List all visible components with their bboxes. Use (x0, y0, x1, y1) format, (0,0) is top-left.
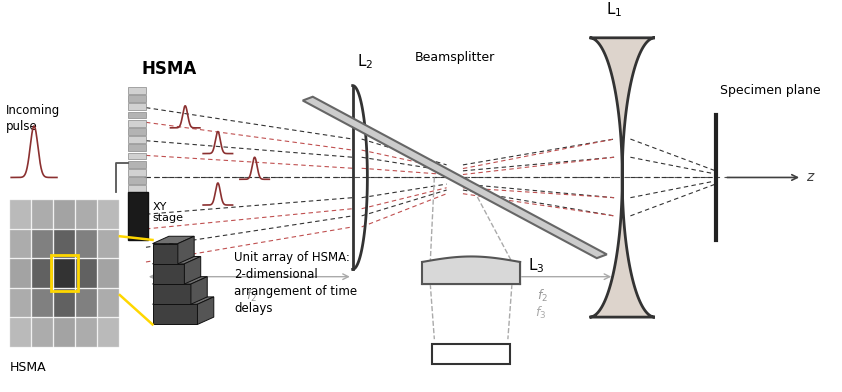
Polygon shape (152, 277, 207, 284)
Bar (128, 112, 146, 118)
Text: Incoming
pulse: Incoming pulse (6, 104, 60, 133)
Polygon shape (152, 256, 200, 264)
Bar (9, 289, 31, 317)
Bar (152, 304, 197, 325)
Bar (152, 264, 184, 284)
Text: Camera: Camera (446, 347, 496, 360)
Bar (98, 318, 120, 347)
Bar (128, 136, 146, 143)
Bar (128, 177, 146, 184)
Bar (32, 318, 53, 347)
Polygon shape (303, 97, 607, 258)
Polygon shape (152, 297, 214, 304)
Bar (128, 185, 146, 192)
Bar (9, 259, 31, 288)
Bar (54, 230, 75, 258)
Bar (128, 128, 146, 135)
Text: Beamsplitter: Beamsplitter (414, 51, 495, 64)
Bar (32, 230, 53, 258)
Polygon shape (178, 236, 195, 264)
Bar (128, 152, 146, 160)
Text: HSMA: HSMA (141, 60, 196, 78)
Bar (128, 169, 146, 176)
Text: HSMA: HSMA (9, 361, 46, 374)
Bar (76, 230, 97, 258)
Bar (128, 192, 148, 240)
Bar (76, 289, 97, 317)
Bar (128, 95, 146, 102)
Bar (9, 230, 31, 258)
Bar (98, 259, 120, 288)
Bar (98, 230, 120, 258)
Bar (32, 259, 53, 288)
Bar (32, 200, 53, 229)
Bar (51, 255, 78, 290)
Bar (128, 120, 146, 127)
Text: $f_3$: $f_3$ (535, 305, 546, 321)
Bar (152, 243, 178, 264)
Polygon shape (152, 236, 195, 243)
Text: L$_3$: L$_3$ (528, 256, 545, 275)
Bar (54, 200, 75, 229)
Bar (54, 289, 75, 317)
Polygon shape (197, 297, 214, 325)
Bar (32, 289, 53, 317)
Text: L$_2$: L$_2$ (357, 52, 373, 71)
Text: Unit array of HSMA:
2-dimensional
arrangement of time
delays: Unit array of HSMA: 2-dimensional arrang… (234, 251, 357, 315)
Bar (9, 318, 31, 347)
Bar (432, 344, 510, 364)
Bar (128, 103, 146, 110)
Bar (54, 259, 75, 288)
Text: z: z (806, 171, 813, 185)
Bar (76, 318, 97, 347)
Bar (98, 200, 120, 229)
Bar (128, 144, 146, 151)
Bar (54, 318, 75, 347)
Bar (128, 87, 146, 94)
Text: $f_2$: $f_2$ (537, 288, 548, 304)
Polygon shape (589, 38, 655, 317)
Bar (76, 200, 97, 229)
Text: L$_1$: L$_1$ (606, 1, 622, 20)
Bar (128, 161, 146, 167)
Bar (76, 259, 97, 288)
Bar (152, 284, 191, 304)
Text: $f_2$: $f_2$ (246, 288, 257, 304)
Bar (9, 200, 31, 229)
Text: XY
stage: XY stage (152, 201, 184, 223)
Text: Specimen plane: Specimen plane (720, 83, 821, 96)
Bar (98, 289, 120, 317)
Polygon shape (191, 277, 207, 304)
Polygon shape (184, 256, 200, 284)
